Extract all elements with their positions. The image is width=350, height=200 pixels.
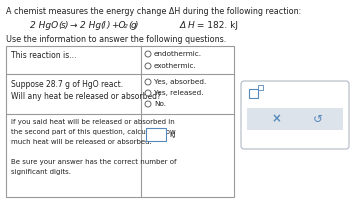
Bar bbox=[258, 85, 263, 90]
Bar bbox=[247, 108, 343, 130]
Text: (: ( bbox=[100, 21, 104, 30]
Bar bbox=[6, 46, 234, 197]
Text: kJ: kJ bbox=[169, 132, 175, 138]
Text: ): ) bbox=[107, 21, 111, 30]
Text: the second part of this question, calculate how: the second part of this question, calcul… bbox=[11, 129, 176, 135]
Text: 2 HgO: 2 HgO bbox=[30, 21, 58, 30]
Text: Yes, released.: Yes, released. bbox=[154, 90, 203, 96]
Text: s: s bbox=[61, 21, 66, 30]
Text: (: ( bbox=[58, 21, 62, 30]
Text: A chemist measures the energy change ΔH during the following reaction:: A chemist measures the energy change ΔH … bbox=[6, 7, 301, 16]
Text: Use the information to answer the following questions.: Use the information to answer the follow… bbox=[6, 35, 226, 44]
Text: No.: No. bbox=[154, 101, 166, 107]
Text: If you said heat will be released or absorbed in: If you said heat will be released or abs… bbox=[11, 119, 175, 125]
Text: Δ: Δ bbox=[180, 21, 186, 30]
Text: much heat will be released or absorbed.: much heat will be released or absorbed. bbox=[11, 139, 152, 145]
Text: Be sure your answer has the correct number of: Be sure your answer has the correct numb… bbox=[11, 159, 176, 165]
Text: +O: +O bbox=[111, 21, 126, 30]
Text: 2: 2 bbox=[124, 24, 128, 29]
Text: ): ) bbox=[65, 21, 69, 30]
Circle shape bbox=[145, 79, 151, 85]
Circle shape bbox=[145, 51, 151, 57]
Circle shape bbox=[145, 90, 151, 96]
Text: ↺: ↺ bbox=[313, 112, 322, 126]
Text: This reaction is...: This reaction is... bbox=[11, 50, 76, 60]
Text: H: H bbox=[188, 21, 195, 30]
Text: Yes, absorbed.: Yes, absorbed. bbox=[154, 79, 206, 85]
Circle shape bbox=[145, 63, 151, 69]
Text: endothermic.: endothermic. bbox=[154, 51, 202, 57]
Text: 2 Hg: 2 Hg bbox=[80, 21, 101, 30]
Text: →: → bbox=[70, 21, 77, 30]
FancyBboxPatch shape bbox=[241, 81, 349, 149]
Circle shape bbox=[145, 101, 151, 107]
Bar bbox=[146, 128, 166, 141]
Text: (: ( bbox=[128, 21, 132, 30]
Text: l: l bbox=[103, 21, 105, 30]
Text: Will any heat be released or absorbed?: Will any heat be released or absorbed? bbox=[11, 92, 161, 101]
Text: ×: × bbox=[272, 112, 282, 126]
Text: Suppose 28.7 g of HgO react.: Suppose 28.7 g of HgO react. bbox=[11, 80, 123, 89]
Text: exothermic.: exothermic. bbox=[154, 63, 197, 69]
Text: ): ) bbox=[135, 21, 139, 30]
Text: significant digits.: significant digits. bbox=[11, 169, 71, 175]
Text: g: g bbox=[131, 21, 137, 30]
Bar bbox=[249, 89, 258, 98]
Text: = 182. kJ: = 182. kJ bbox=[194, 21, 238, 30]
